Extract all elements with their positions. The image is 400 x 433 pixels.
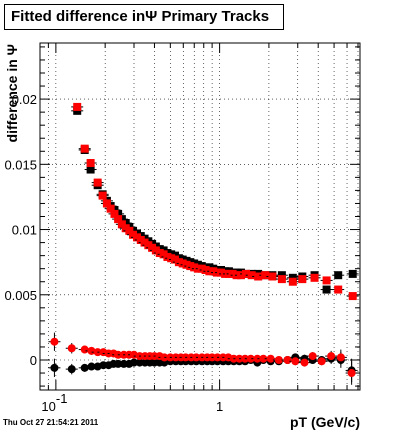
data-point — [246, 354, 255, 363]
data-point — [80, 363, 89, 372]
axis-ticks — [39, 43, 360, 390]
data-point — [110, 209, 119, 218]
data-point — [322, 276, 331, 285]
data-point — [87, 362, 96, 371]
y-axis-label: difference in Ψ — [4, 44, 20, 142]
data-point — [266, 354, 275, 363]
data-point — [50, 363, 59, 372]
data-point — [334, 271, 343, 280]
data-point — [254, 272, 263, 281]
data-point — [247, 271, 256, 280]
y-tick-label: 0.01 — [12, 223, 37, 238]
data-point — [87, 346, 96, 355]
chart-title: Fitted difference inΨ Primary Tracks — [4, 4, 284, 30]
grid — [39, 43, 360, 390]
data-point — [348, 269, 357, 278]
x-tick-label: 1 — [216, 399, 223, 414]
data-point — [98, 191, 107, 200]
data-point — [228, 269, 237, 278]
data-point — [291, 357, 300, 366]
y-tick-label: 0.02 — [12, 92, 37, 107]
timestamp: Thu Oct 27 21:54:21 2011 — [3, 418, 99, 427]
data-points — [48, 102, 359, 385]
y-tick-label: 0 — [30, 353, 37, 368]
x-tick-exponent: -1 — [56, 391, 68, 406]
data-point — [73, 102, 82, 111]
data-point — [327, 352, 336, 361]
data-point — [334, 285, 343, 294]
data-point — [310, 273, 319, 282]
data-point — [86, 159, 95, 168]
data-point — [236, 271, 245, 280]
plot-frame — [39, 42, 361, 391]
data-point — [283, 355, 292, 364]
data-point — [259, 354, 268, 363]
data-point — [253, 354, 262, 363]
data-point — [93, 178, 102, 187]
data-point — [261, 271, 270, 280]
x-axis-label: pT (GeV/c) — [290, 414, 360, 430]
data-point — [322, 285, 331, 294]
data-point — [106, 204, 115, 213]
data-point — [217, 268, 226, 277]
data-point — [102, 199, 111, 208]
data-point — [268, 272, 277, 281]
data-point — [336, 353, 345, 362]
data-point — [86, 165, 95, 174]
data-point — [277, 275, 286, 284]
tick-labels: 0 0.005 0.01 0.015 0.02 10-1 1 — [4, 92, 223, 414]
data-point — [308, 352, 317, 361]
data-point — [298, 275, 307, 284]
data-point — [80, 144, 89, 153]
data-point — [67, 344, 76, 353]
data-point — [317, 357, 326, 366]
y-tick-label: 0.015 — [4, 157, 37, 172]
data-point — [274, 355, 283, 364]
data-point — [114, 215, 123, 224]
data-point — [300, 358, 309, 367]
data-point — [347, 369, 356, 378]
x-tick-label: 10 — [41, 399, 55, 414]
data-point — [80, 345, 89, 354]
data-point — [288, 277, 297, 286]
data-point — [67, 365, 76, 374]
data-point — [242, 269, 251, 278]
data-point — [348, 292, 357, 301]
data-point — [50, 337, 59, 346]
y-tick-label: 0.005 — [4, 288, 37, 303]
